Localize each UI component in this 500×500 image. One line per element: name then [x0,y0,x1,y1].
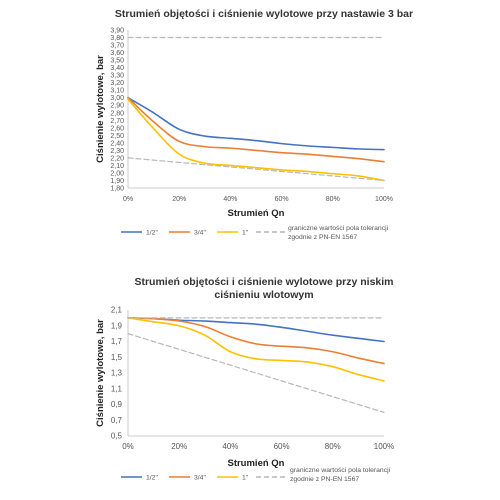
chart1-series-line-2 [127,96,385,163]
chart2-legend-label-2: 3/4" [194,475,206,482]
chart1-y-axis-label: Ciśnienie wylotowe, bar [95,55,106,163]
chart1-x-axis-label: Strumień Qn [227,208,284,219]
chart1-x-tick-label: 40% [223,196,237,203]
chart2-title-line1: Strumień objętości i ciśnienie wylotowe … [134,276,393,288]
chart1-x-tick-label: 100% [375,196,393,203]
chart1-y-tick-label: 2,20 [110,155,124,162]
chart1-y-tick-label: 2,70 [110,118,124,125]
chart2-y-tick-label: 1,5 [111,353,123,362]
chart1-y-tick-label: 3,90 [110,28,124,35]
chart2-series-line-1 [127,317,385,343]
chart2-y-tick-label: 2,1 [111,306,123,315]
chart1-y-tick-label: 3,80 [110,35,124,42]
chart2-y-tick-label: 1,1 [111,384,123,393]
chart2-x-tick-label: 20% [171,442,187,451]
chart2-x-tick-label: 40% [222,442,238,451]
chart1-y-tick-label: 1,90 [110,178,124,185]
chart1-title: Strumień objętości i ciśnienie wylotowe … [115,8,413,20]
chart2-legend-label-1: 1/2" [146,475,158,482]
chart2-legend-label-3: 1" [242,475,249,482]
chart1-series-line-1 [127,96,385,151]
chart1-y-tick-label: 2,90 [110,103,124,110]
chart1-y-tick-label: 2,80 [110,110,124,117]
chart1-y-tick-label: 3,70 [110,43,124,50]
chart2-series-line-2 [127,317,385,365]
chart2-x-tick-label: 0% [122,442,134,451]
chart2-legend-label-tolerance: graniczne wartości pola tolerancji zgodni… [290,467,391,483]
chart2-series-line-4 [127,333,385,413]
chart1-legend-label-2: 3/4" [194,230,206,237]
chart2-x-tick-label: 60% [274,442,290,451]
chart2-y-tick-label: 1,9 [111,321,123,330]
chart2-title-line2: ciśnieniu wlotowym [214,289,313,301]
chart1-y-tick-label: 3,50 [110,58,124,65]
chart2-x-axis-label: Strumień Qn [227,458,284,469]
chart1-y-tick-label: 2,40 [110,140,124,147]
chart2-x-tick-label: 80% [325,442,341,451]
chart2-y-tick-label: 0,5 [111,432,123,441]
chart2-y-tick-label: 0,9 [111,400,123,409]
chart1-y-tick-label: 3,00 [110,95,124,102]
chart1-series-line-3 [127,98,385,182]
chart1-y-tick-label: 2,50 [110,133,124,140]
chart1-y-tick-label: 2,60 [110,125,124,132]
chart1-y-tick-label: 3,30 [110,73,124,80]
chart1-legend-label-3: 1" [242,230,249,237]
chart2-y-tick-label: 0,7 [111,416,123,425]
chart1-x-tick-label: 20% [172,196,186,203]
chart1-y-tick-label: 3,60 [110,50,124,57]
chart1-y-tick-label: 2,30 [110,148,124,155]
chart1-y-tick-label: 3,10 [110,88,124,95]
chart1-x-tick-label: 80% [326,196,340,203]
chart1-y-tick-label: 1,80 [110,186,124,193]
chart2-y-tick-label: 1,7 [111,337,123,346]
chart2-y-axis-label: Ciśnienie wylotowe, bar [95,319,106,427]
chart1-x-tick-label: 60% [275,196,289,203]
chart2-legend-label-tolerance-line1: graniczne wartości pola tolerancji [290,467,391,474]
chart1-y-tick-label: 2,00 [110,170,124,177]
chart1-legend-label-tolerance-line1: graniczne wartości pola tolerancji [288,225,389,232]
chart1-legend-label-tolerance-line2: zgodnie z PN-EN 1567 [288,234,357,241]
chart1-y-tick-label: 3,40 [110,65,124,72]
chart1-x-tick-label: 0% [123,196,133,203]
chart1-series-line-4 [127,157,385,182]
chart1-y-tick-label: 2,10 [110,163,124,170]
chart2-y-tick-label: 1,3 [111,369,123,378]
chart1-y-tick-label: 3,20 [110,80,124,87]
chart2-x-tick-label: 100% [374,442,394,451]
chart1-legend-label-1: 1/2" [146,230,158,237]
chart1-legend-label-tolerance: graniczne wartości pola tolerancji zgodni… [288,225,389,241]
chart2-legend-label-tolerance-line2: zgodnie z PN-EN 1567 [290,476,359,483]
chart2-series-line-3 [127,317,385,382]
